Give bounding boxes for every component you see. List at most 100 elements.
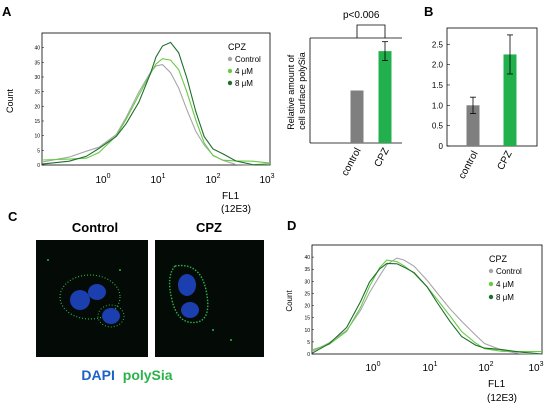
bar-b-ytick-label: 1.5 <box>432 81 444 90</box>
cpz-cells <box>168 264 232 341</box>
histogram-a-y-ticks: 0 5 10 15 20 25 30 35 40 <box>34 46 44 169</box>
histogram-d-legend-8um: 8 μM <box>496 293 514 302</box>
histogram-series-line <box>41 41 271 166</box>
histogram-ytick-label: 0 <box>307 352 310 358</box>
histogram-d-y-ticks: 0 5 10 15 20 25 30 35 40 <box>304 255 314 358</box>
histogram-ytick-label: 25 <box>34 90 40 96</box>
bar-a-ylabel-line-1: Relative amount of <box>286 54 296 130</box>
histogram-a-xlabel: FL1 <box>222 191 240 202</box>
histogram-d-xtick-1: 101 <box>422 361 437 374</box>
histogram-ytick-label: 15 <box>304 316 310 322</box>
histogram-ytick-label: 35 <box>34 60 40 66</box>
polysia-speck <box>212 329 214 331</box>
polysia-speck <box>119 269 121 271</box>
histogram-a-xlabel-sub: (12E3) <box>221 204 251 215</box>
histogram-d-xtick-3: 103 <box>528 361 543 374</box>
histogram-ytick-label: 35 <box>304 267 310 273</box>
histogram-a-x-ticks: 100 101 102 103 <box>95 173 274 186</box>
bar-chart-a: p<0.006 Relative amount of cell surface … <box>286 10 402 178</box>
stain-legend: DAPI polySia <box>81 367 172 383</box>
histogram-ytick-label: 15 <box>34 119 40 125</box>
histogram-d: 0 5 10 15 20 25 30 35 40 Count 100 101 102 103 F… <box>285 244 544 404</box>
bar-b-frame <box>446 27 538 147</box>
stain-dapi: DAPI <box>81 367 114 383</box>
histogram-a-legend-4um: 4 μM <box>235 67 253 76</box>
histogram-series-line <box>311 262 543 355</box>
cell-membrane <box>97 304 125 328</box>
bar-a-xtick-control: control <box>340 146 364 178</box>
bar-b-ytick-label: 0.5 <box>432 122 444 131</box>
bar-a-cpz <box>378 51 392 143</box>
histogram-d-legend-control: Control <box>496 267 522 276</box>
histogram-a-legend-marker-8um <box>227 80 233 86</box>
histogram-ytick-label: 20 <box>34 104 40 110</box>
histogram-a-legend: CPZ Control 4 μM 8 μM <box>227 42 261 88</box>
histogram-a-series <box>41 41 271 166</box>
histogram-a-legend-8um: 8 μM <box>235 79 253 88</box>
histogram-a-xtick-2: 102 <box>205 173 220 186</box>
micrograph-label-control: Control <box>72 220 118 235</box>
histogram-ytick-label: 25 <box>304 291 310 297</box>
histogram-d-frame <box>311 244 543 355</box>
microscopy-panel-c: Control CPZ DAPI polySia <box>36 220 264 383</box>
cell-nucleus <box>178 274 196 296</box>
cell-membrane <box>59 274 121 320</box>
bar-b-control <box>466 105 480 146</box>
stain-polysia: polySia <box>123 367 173 383</box>
bar-a-error-bars <box>382 41 388 61</box>
bar-b-ytick-label: 1.0 <box>432 101 444 110</box>
panel-label-b: B <box>424 4 433 19</box>
bar-a-xtick-cpz: CPZ <box>373 146 392 169</box>
histogram-d-legend-marker-8um <box>488 294 494 300</box>
histogram-d-xtick-2: 102 <box>478 361 493 374</box>
bar-b-ytick-label: 2.5 <box>432 40 444 49</box>
bar-b-xtick-cpz: CPZ <box>496 149 515 172</box>
histogram-a-xtick-3: 103 <box>259 173 274 186</box>
panel-label-d: D <box>287 218 296 233</box>
histogram-d-legend-4um: 4 μM <box>496 280 514 289</box>
histogram-ytick-label: 10 <box>34 134 40 140</box>
histogram-ytick-label: 30 <box>304 279 310 285</box>
histogram-a-legend-title: CPZ <box>228 42 247 52</box>
bar-b-ytick-label: 2.0 <box>432 61 444 70</box>
histogram-ytick-label: 40 <box>34 46 40 52</box>
bar-chart-b: 0 0.5 1.0 1.5 2.0 2.5 control CPZ <box>432 27 538 181</box>
micrograph-label-cpz: CPZ <box>196 220 222 235</box>
histogram-d-series <box>311 257 543 355</box>
histogram-d-legend-marker-4um <box>488 281 494 287</box>
histogram-d-legend: CPZ Control 4 μM 8 μM <box>488 254 522 302</box>
histogram-d-legend-title: CPZ <box>489 254 508 264</box>
significance-bracket <box>356 24 386 38</box>
histogram-a-xtick-1: 101 <box>150 173 165 186</box>
cell-nucleus <box>70 290 90 310</box>
histogram-ytick-label: 5 <box>307 340 310 346</box>
bar-b-ytick-label: 0 <box>439 142 444 151</box>
histogram-ytick-label: 0 <box>37 163 40 169</box>
cell-nucleus <box>181 302 199 318</box>
bar-a-ylabel-line-2: cell surface polySia <box>297 52 307 130</box>
histogram-a-legend-marker-4um <box>227 68 233 74</box>
histogram-d-ylabel: Count <box>285 290 294 312</box>
histogram-ytick-label: 5 <box>37 148 40 154</box>
histogram-series-line <box>41 58 271 164</box>
cell-nucleus <box>102 308 120 324</box>
bar-b-error-bars <box>470 34 513 114</box>
histogram-d-xlabel: FL1 <box>488 379 506 390</box>
histogram-ytick-label: 10 <box>304 328 310 334</box>
histogram-a-ylabel: Count <box>5 89 15 114</box>
micrograph-cpz <box>155 240 264 357</box>
histogram-a-legend-marker-control <box>227 56 233 62</box>
bar-b-xtick-control: control <box>457 149 481 181</box>
histogram-a-frame <box>41 32 271 166</box>
histogram-a-xtick-0: 100 <box>95 173 110 186</box>
bar-b-y-ticks: 0 0.5 1.0 1.5 2.0 2.5 <box>432 40 450 151</box>
histogram-a: 0 5 10 15 20 25 30 35 40 Count 100 101 102 103 F… <box>5 32 275 215</box>
significance-label: p<0.006 <box>343 10 380 21</box>
histogram-series-line <box>311 257 543 355</box>
histogram-d-legend-marker-control <box>488 268 494 274</box>
panel-label-a: A <box>2 4 12 19</box>
bar-b-cpz <box>503 54 517 147</box>
panel-label-c: C <box>8 209 18 224</box>
histogram-ytick-label: 20 <box>304 304 310 310</box>
histogram-ytick-label: 40 <box>304 255 310 261</box>
